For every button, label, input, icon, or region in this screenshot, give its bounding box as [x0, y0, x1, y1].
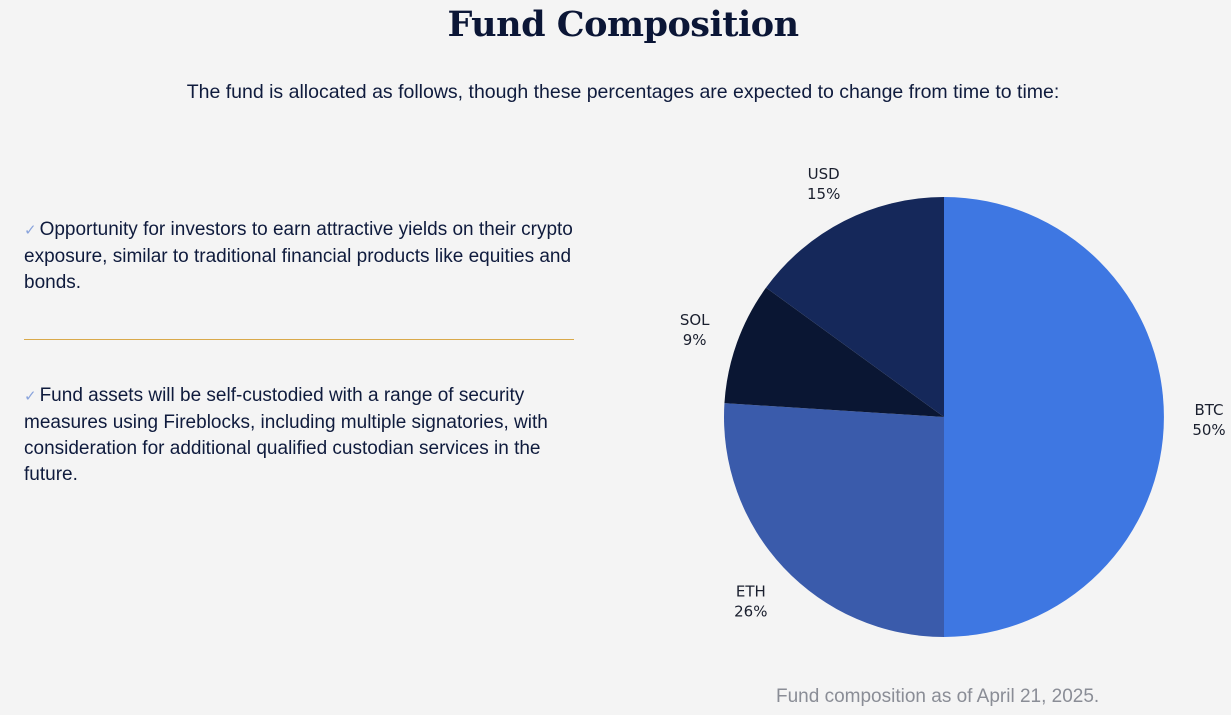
slice-percent-eth: 26%	[734, 602, 767, 620]
slice-label-eth: ETH	[736, 582, 766, 600]
check-icon: ✓	[24, 222, 37, 239]
slice-percent-usd: 15%	[807, 185, 840, 203]
slice-label-sol: SOL	[680, 311, 710, 329]
bullet-yield: ✓ Opportunity for investors to earn attra…	[24, 217, 584, 296]
slice-label-usd: USD	[808, 165, 840, 183]
slice-percent-btc: 50%	[1192, 421, 1225, 439]
intro-text: The fund is allocated as follows, though…	[186, 81, 1060, 103]
slice-label-btc: BTC	[1194, 401, 1223, 419]
pie-slice-sol	[724, 287, 944, 417]
bullet-custody: ✓ Fund assets will be self-custodied with…	[24, 383, 584, 488]
page-title: Fund Composition	[447, 4, 799, 45]
divider	[24, 339, 574, 340]
pie-slice-btc	[944, 197, 1164, 637]
slice-percent-sol: 9%	[683, 331, 707, 349]
chart-caption: Fund composition as of April 21, 2025.	[776, 686, 1100, 707]
bullet-text: Fund assets will be self-custodied with …	[24, 385, 548, 485]
check-icon: ✓	[24, 388, 37, 405]
bullet-text: Opportunity for investors to earn attrac…	[24, 219, 573, 293]
pie-slice-usd	[766, 196, 944, 417]
pie-slice-eth	[724, 403, 944, 637]
pie-chart: BTC 50% ETH 26% SOL 9% USD 15%	[680, 165, 1226, 637]
